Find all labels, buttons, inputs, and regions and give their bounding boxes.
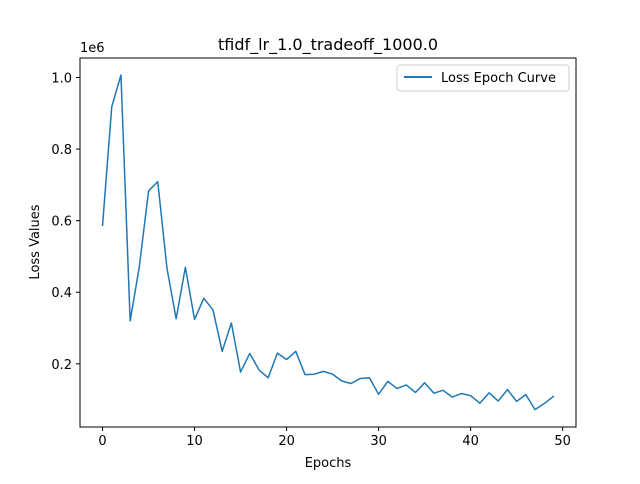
x-tick-label: 10 <box>186 434 203 449</box>
plot-series-group <box>101 74 555 411</box>
x-tick-label: 40 <box>462 434 479 449</box>
x-axis-ticks: 0 10 20 30 40 50 <box>98 427 571 449</box>
x-tick-label: 20 <box>278 434 295 449</box>
y-axis-label: Loss Values <box>28 204 43 279</box>
legend-label: Loss Epoch Curve <box>441 71 556 86</box>
y-tick-label: 1.0 <box>51 72 72 87</box>
y-axis-multiplier: 1e6 <box>80 41 105 56</box>
legend-box <box>396 64 570 92</box>
y-tick-label: 0.4 <box>51 286 72 301</box>
plot-area-frame <box>79 57 577 428</box>
chart-title: tfidf_lr_1.0_tradeoff_1000.0 <box>218 35 438 55</box>
x-tick-label: 30 <box>370 434 387 449</box>
legend: Loss Epoch Curve <box>396 64 570 92</box>
x-tick-label: 50 <box>554 434 571 449</box>
x-axis-label: Epochs <box>305 456 352 471</box>
y-axis-ticks: 0.2 0.4 0.6 0.8 1.0 <box>51 72 80 373</box>
y-tick-label: 0.2 <box>51 358 72 373</box>
series-line-loss-epoch-curve <box>101 74 555 411</box>
y-tick-label: 0.6 <box>51 215 72 230</box>
y-tick-label: 0.8 <box>51 143 72 158</box>
x-tick-label: 0 <box>98 434 106 449</box>
